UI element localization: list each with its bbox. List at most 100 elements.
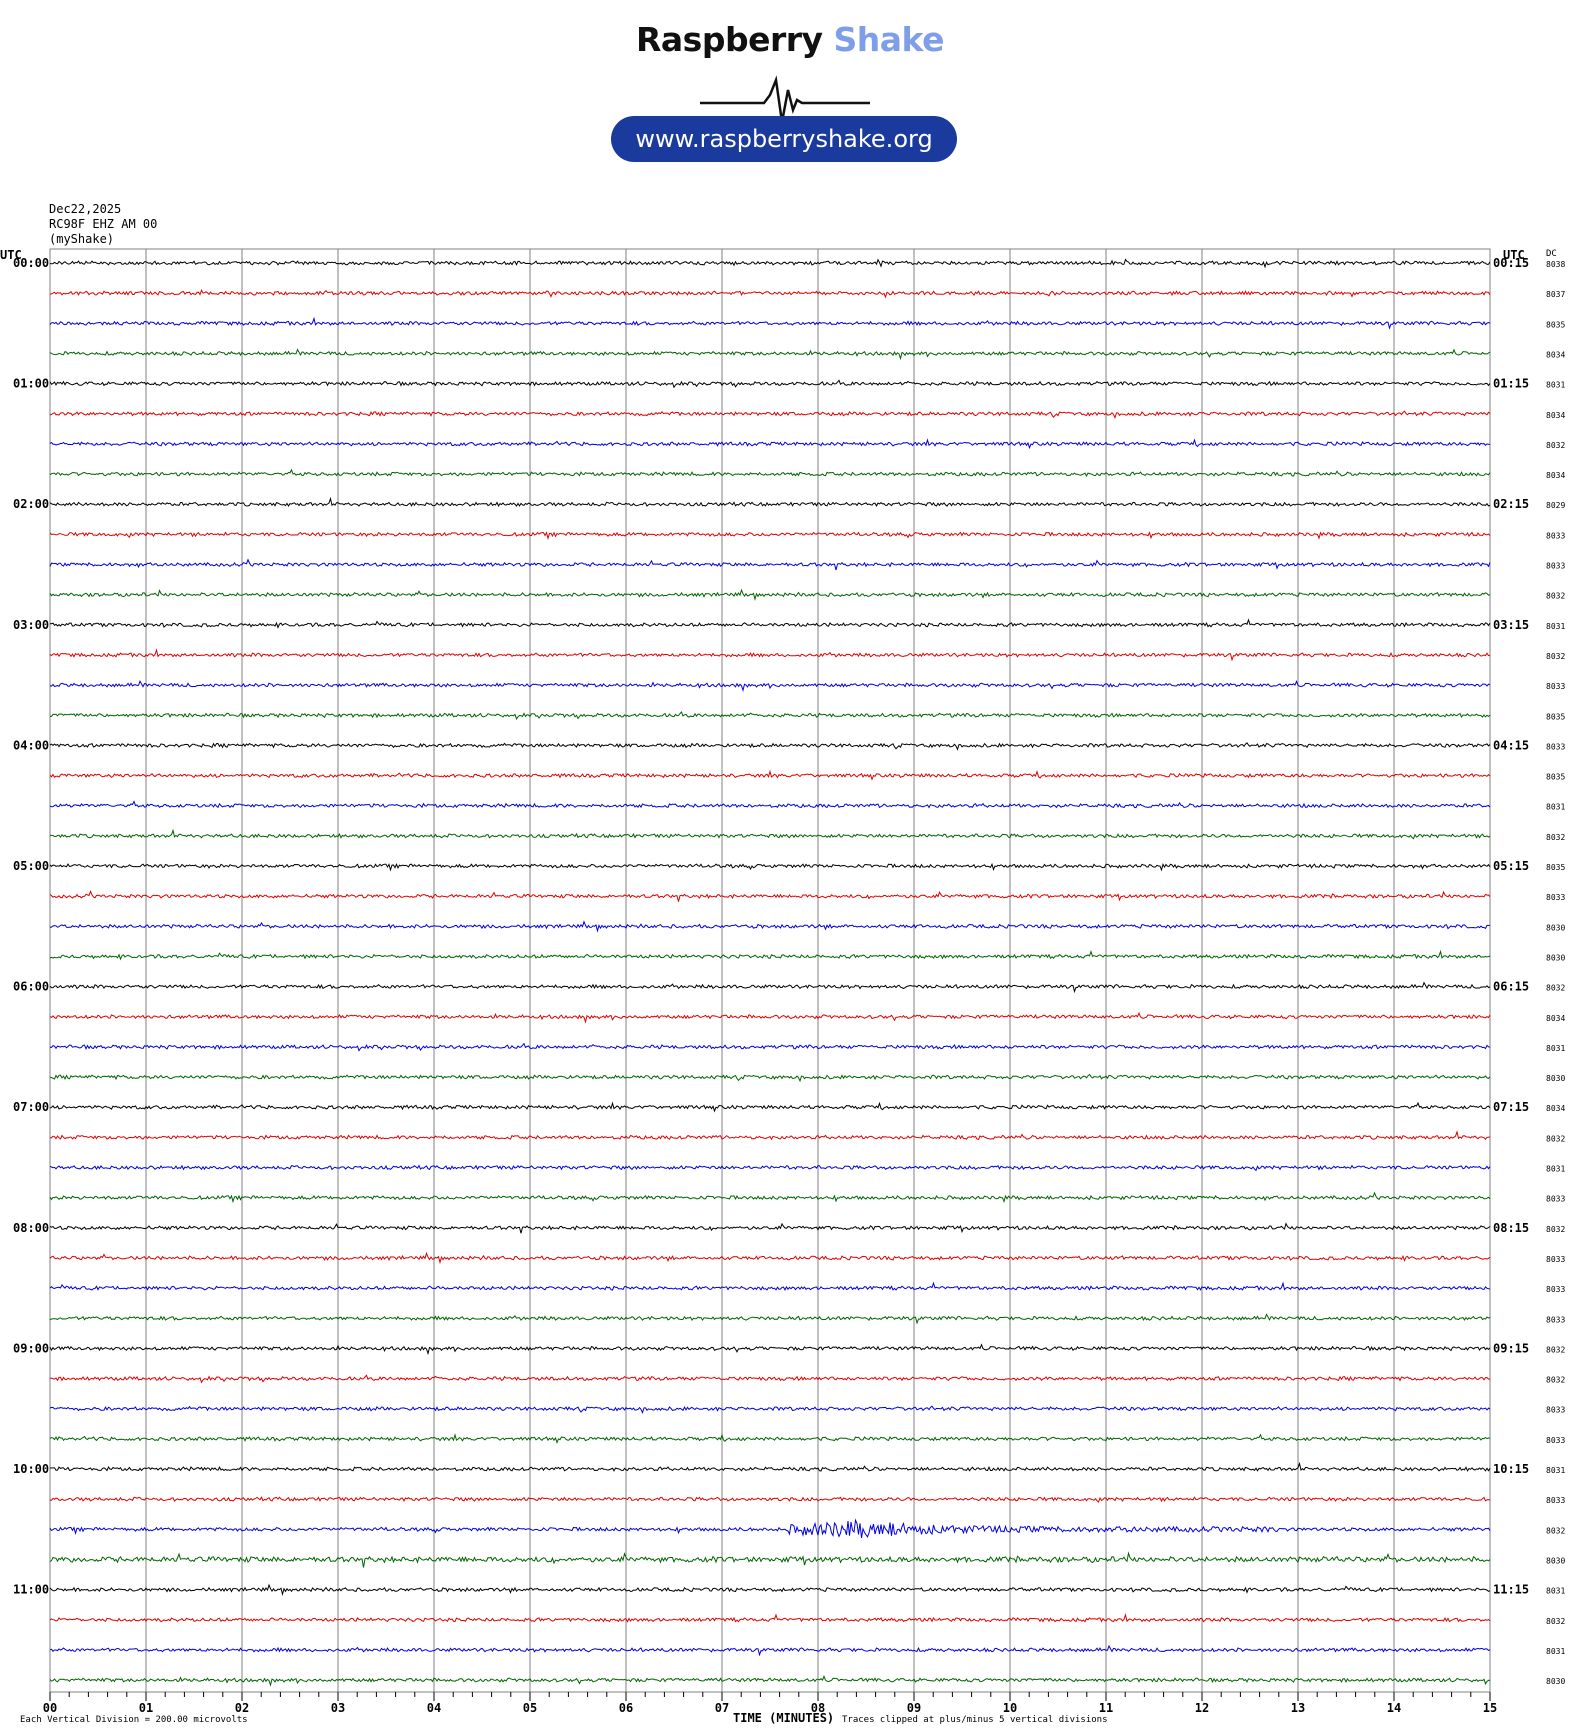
seismic-trace: [49, 800, 1491, 809]
dc-offset-label: 8030: [1546, 1556, 1565, 1565]
seismic-trace: [49, 648, 1491, 662]
dc-offset-label: 8031: [1546, 1647, 1565, 1656]
seismic-trace: [49, 1518, 1491, 1539]
logo-brand-a: Raspberry: [636, 20, 823, 59]
seismic-trace: [49, 1644, 1491, 1657]
dc-offset-label: 8031: [1546, 622, 1565, 631]
seismic-trace: [49, 316, 1491, 330]
dc-offset-label: 8037: [1546, 290, 1565, 299]
seismic-trace: [49, 258, 1491, 269]
x-tick-label: 00: [43, 1701, 57, 1715]
dc-offset-label: 8031: [1546, 1165, 1565, 1174]
dc-offset-label: 8033: [1546, 742, 1565, 751]
dc-offset-label: 8032: [1546, 1617, 1565, 1626]
dc-offset-label: 8035: [1546, 712, 1565, 721]
dc-offset-label: 8035: [1546, 773, 1565, 782]
left-hour-label: 03:00: [13, 618, 49, 632]
seismic-trace: [49, 949, 1491, 961]
clip-caption: Traces clipped at plus/minus 5 vertical …: [842, 1715, 1108, 1725]
seismic-trace: [49, 1073, 1491, 1083]
seismic-trace: [49, 828, 1491, 840]
dc-offset-label: 8032: [1546, 1225, 1565, 1234]
dc-offset-label: 8031: [1546, 803, 1565, 812]
x-tick-label: 11: [1099, 1701, 1113, 1715]
dc-offset-label: 8038: [1546, 260, 1565, 269]
dc-offset-label: 8033: [1546, 1436, 1565, 1445]
dc-offset-label: 8031: [1546, 381, 1565, 390]
seismic-trace: [49, 1281, 1491, 1291]
seismic-trace: [49, 1433, 1491, 1445]
seismic-trace: [49, 1130, 1491, 1141]
left-hour-label: 08:00: [13, 1221, 49, 1235]
x-tick-label: 15: [1483, 1701, 1497, 1715]
x-tick-label: 09: [907, 1701, 921, 1715]
seismic-trace: [49, 769, 1491, 781]
logo-wordmark: Raspberry Shake: [600, 20, 980, 59]
right-utc-header: UTC: [1503, 248, 1525, 262]
seismic-trace: [49, 890, 1491, 902]
logo-brand-b: Shake: [833, 20, 945, 59]
left-hour-label: 04:00: [13, 738, 49, 752]
dc-offset-label: 8032: [1546, 652, 1565, 661]
x-tick-label: 14: [1387, 1701, 1401, 1715]
seismic-trace: [49, 981, 1491, 994]
x-tick-label: 08: [811, 1701, 825, 1715]
right-hour-label: 04:15: [1493, 738, 1529, 752]
dc-offset-label: 8032: [1546, 1134, 1565, 1143]
raspberry-shake-logo: Raspberry Shake: [600, 20, 980, 123]
right-hour-label: 10:15: [1493, 1462, 1529, 1476]
dc-offset-label: 8032: [1546, 833, 1565, 842]
seismic-trace: [49, 379, 1491, 389]
seismic-trace: [49, 920, 1490, 933]
x-tick-label: 01: [139, 1701, 153, 1715]
seismic-trace: [49, 1461, 1491, 1472]
dc-offset-label: 8034: [1546, 411, 1565, 420]
dc-offset-label: 8032: [1546, 984, 1565, 993]
seismic-trace: [49, 1675, 1491, 1687]
left-hour-label: 00:00: [13, 256, 49, 270]
seismic-trace: [49, 1101, 1491, 1113]
seismic-trace: [49, 588, 1491, 601]
seismic-trace: [49, 1374, 1491, 1384]
left-hour-label: 11:00: [13, 1583, 49, 1597]
x-tick-label: 06: [619, 1701, 633, 1715]
right-hour-label: 08:15: [1493, 1221, 1529, 1235]
seismic-trace: [49, 1613, 1491, 1623]
dc-offset-label: 8032: [1546, 441, 1565, 450]
x-tick-label: 07: [715, 1701, 729, 1715]
seismic-trace: [49, 531, 1491, 540]
dc-offset-label: 8032: [1546, 1526, 1565, 1535]
seismic-trace: [49, 496, 1491, 508]
dc-offset-label: 8031: [1546, 1044, 1565, 1053]
x-tick-label: 12: [1195, 1701, 1209, 1715]
website-url-link[interactable]: www.raspberryshake.org: [611, 116, 957, 162]
right-hour-label: 03:15: [1493, 618, 1529, 632]
seismic-trace: [49, 679, 1491, 692]
right-hour-label: 02:15: [1493, 497, 1529, 511]
dc-offset-label: 8034: [1546, 471, 1565, 480]
seismic-trace: [49, 1496, 1491, 1503]
dc-offset-label: 8033: [1546, 531, 1565, 540]
right-hour-label: 09:15: [1493, 1341, 1529, 1355]
left-hour-label: 05:00: [13, 859, 49, 873]
dc-offset-label: 8033: [1546, 1406, 1565, 1415]
seismic-trace: [49, 742, 1491, 751]
record-date: Dec22,2025: [49, 202, 122, 216]
seismic-trace: [49, 1343, 1491, 1356]
seismic-trace: [49, 438, 1491, 450]
seismic-trace: [49, 1313, 1491, 1325]
dc-offset-label: 8033: [1546, 1255, 1565, 1264]
dc-offset-label: 8032: [1546, 592, 1565, 601]
dc-offset-label: 8031: [1546, 1466, 1565, 1475]
seismic-trace: [49, 410, 1491, 419]
x-tick-label: 10: [1003, 1701, 1017, 1715]
right-hour-label: 00:15: [1493, 256, 1529, 270]
dc-offset-label: 8032: [1546, 1345, 1565, 1354]
dc-offset-label: 8033: [1546, 1285, 1565, 1294]
seismic-trace: [49, 558, 1491, 571]
dc-offset-label: 8033: [1546, 893, 1565, 902]
dc-offset-label: 8033: [1546, 1496, 1565, 1505]
dc-offset-label: 8033: [1546, 682, 1565, 691]
seismic-trace: [49, 1191, 1491, 1204]
